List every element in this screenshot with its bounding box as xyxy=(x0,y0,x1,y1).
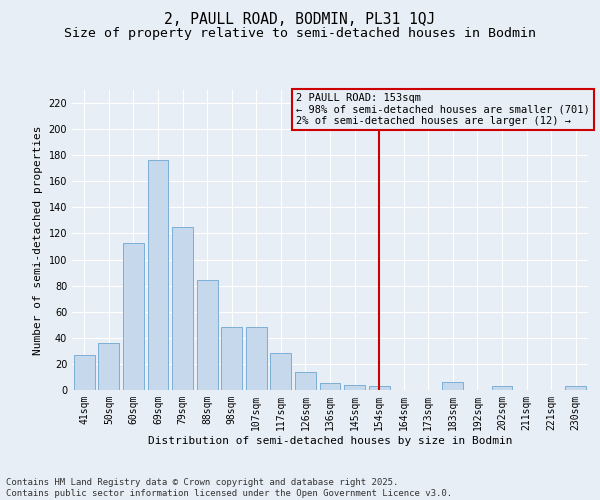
Bar xyxy=(295,372,316,390)
Bar xyxy=(172,227,193,390)
Y-axis label: Number of semi-detached properties: Number of semi-detached properties xyxy=(33,125,43,355)
Bar xyxy=(442,382,463,390)
Bar xyxy=(320,384,340,390)
Bar xyxy=(74,355,95,390)
Text: 2 PAULL ROAD: 153sqm
← 98% of semi-detached houses are smaller (701)
2% of semi-: 2 PAULL ROAD: 153sqm ← 98% of semi-detac… xyxy=(296,93,590,126)
Bar xyxy=(271,354,292,390)
Bar xyxy=(491,386,512,390)
Bar xyxy=(148,160,169,390)
Bar xyxy=(221,328,242,390)
Bar xyxy=(246,328,267,390)
Bar xyxy=(344,385,365,390)
Text: Size of property relative to semi-detached houses in Bodmin: Size of property relative to semi-detach… xyxy=(64,28,536,40)
Text: 2, PAULL ROAD, BODMIN, PL31 1QJ: 2, PAULL ROAD, BODMIN, PL31 1QJ xyxy=(164,12,436,28)
X-axis label: Distribution of semi-detached houses by size in Bodmin: Distribution of semi-detached houses by … xyxy=(148,436,512,446)
Bar xyxy=(197,280,218,390)
Text: Contains HM Land Registry data © Crown copyright and database right 2025.
Contai: Contains HM Land Registry data © Crown c… xyxy=(6,478,452,498)
Bar xyxy=(368,386,389,390)
Bar xyxy=(98,343,119,390)
Bar xyxy=(123,242,144,390)
Bar xyxy=(565,386,586,390)
